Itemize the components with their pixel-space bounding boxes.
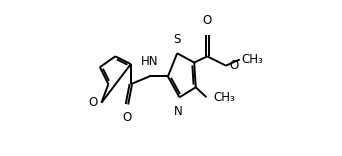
Text: O: O (229, 59, 238, 72)
Text: O: O (89, 96, 98, 109)
Text: HN: HN (141, 55, 158, 68)
Text: S: S (173, 33, 181, 46)
Text: O: O (203, 14, 212, 27)
Text: N: N (174, 105, 182, 118)
Text: CH₃: CH₃ (213, 91, 235, 104)
Text: CH₃: CH₃ (241, 53, 263, 66)
Text: O: O (122, 111, 132, 124)
